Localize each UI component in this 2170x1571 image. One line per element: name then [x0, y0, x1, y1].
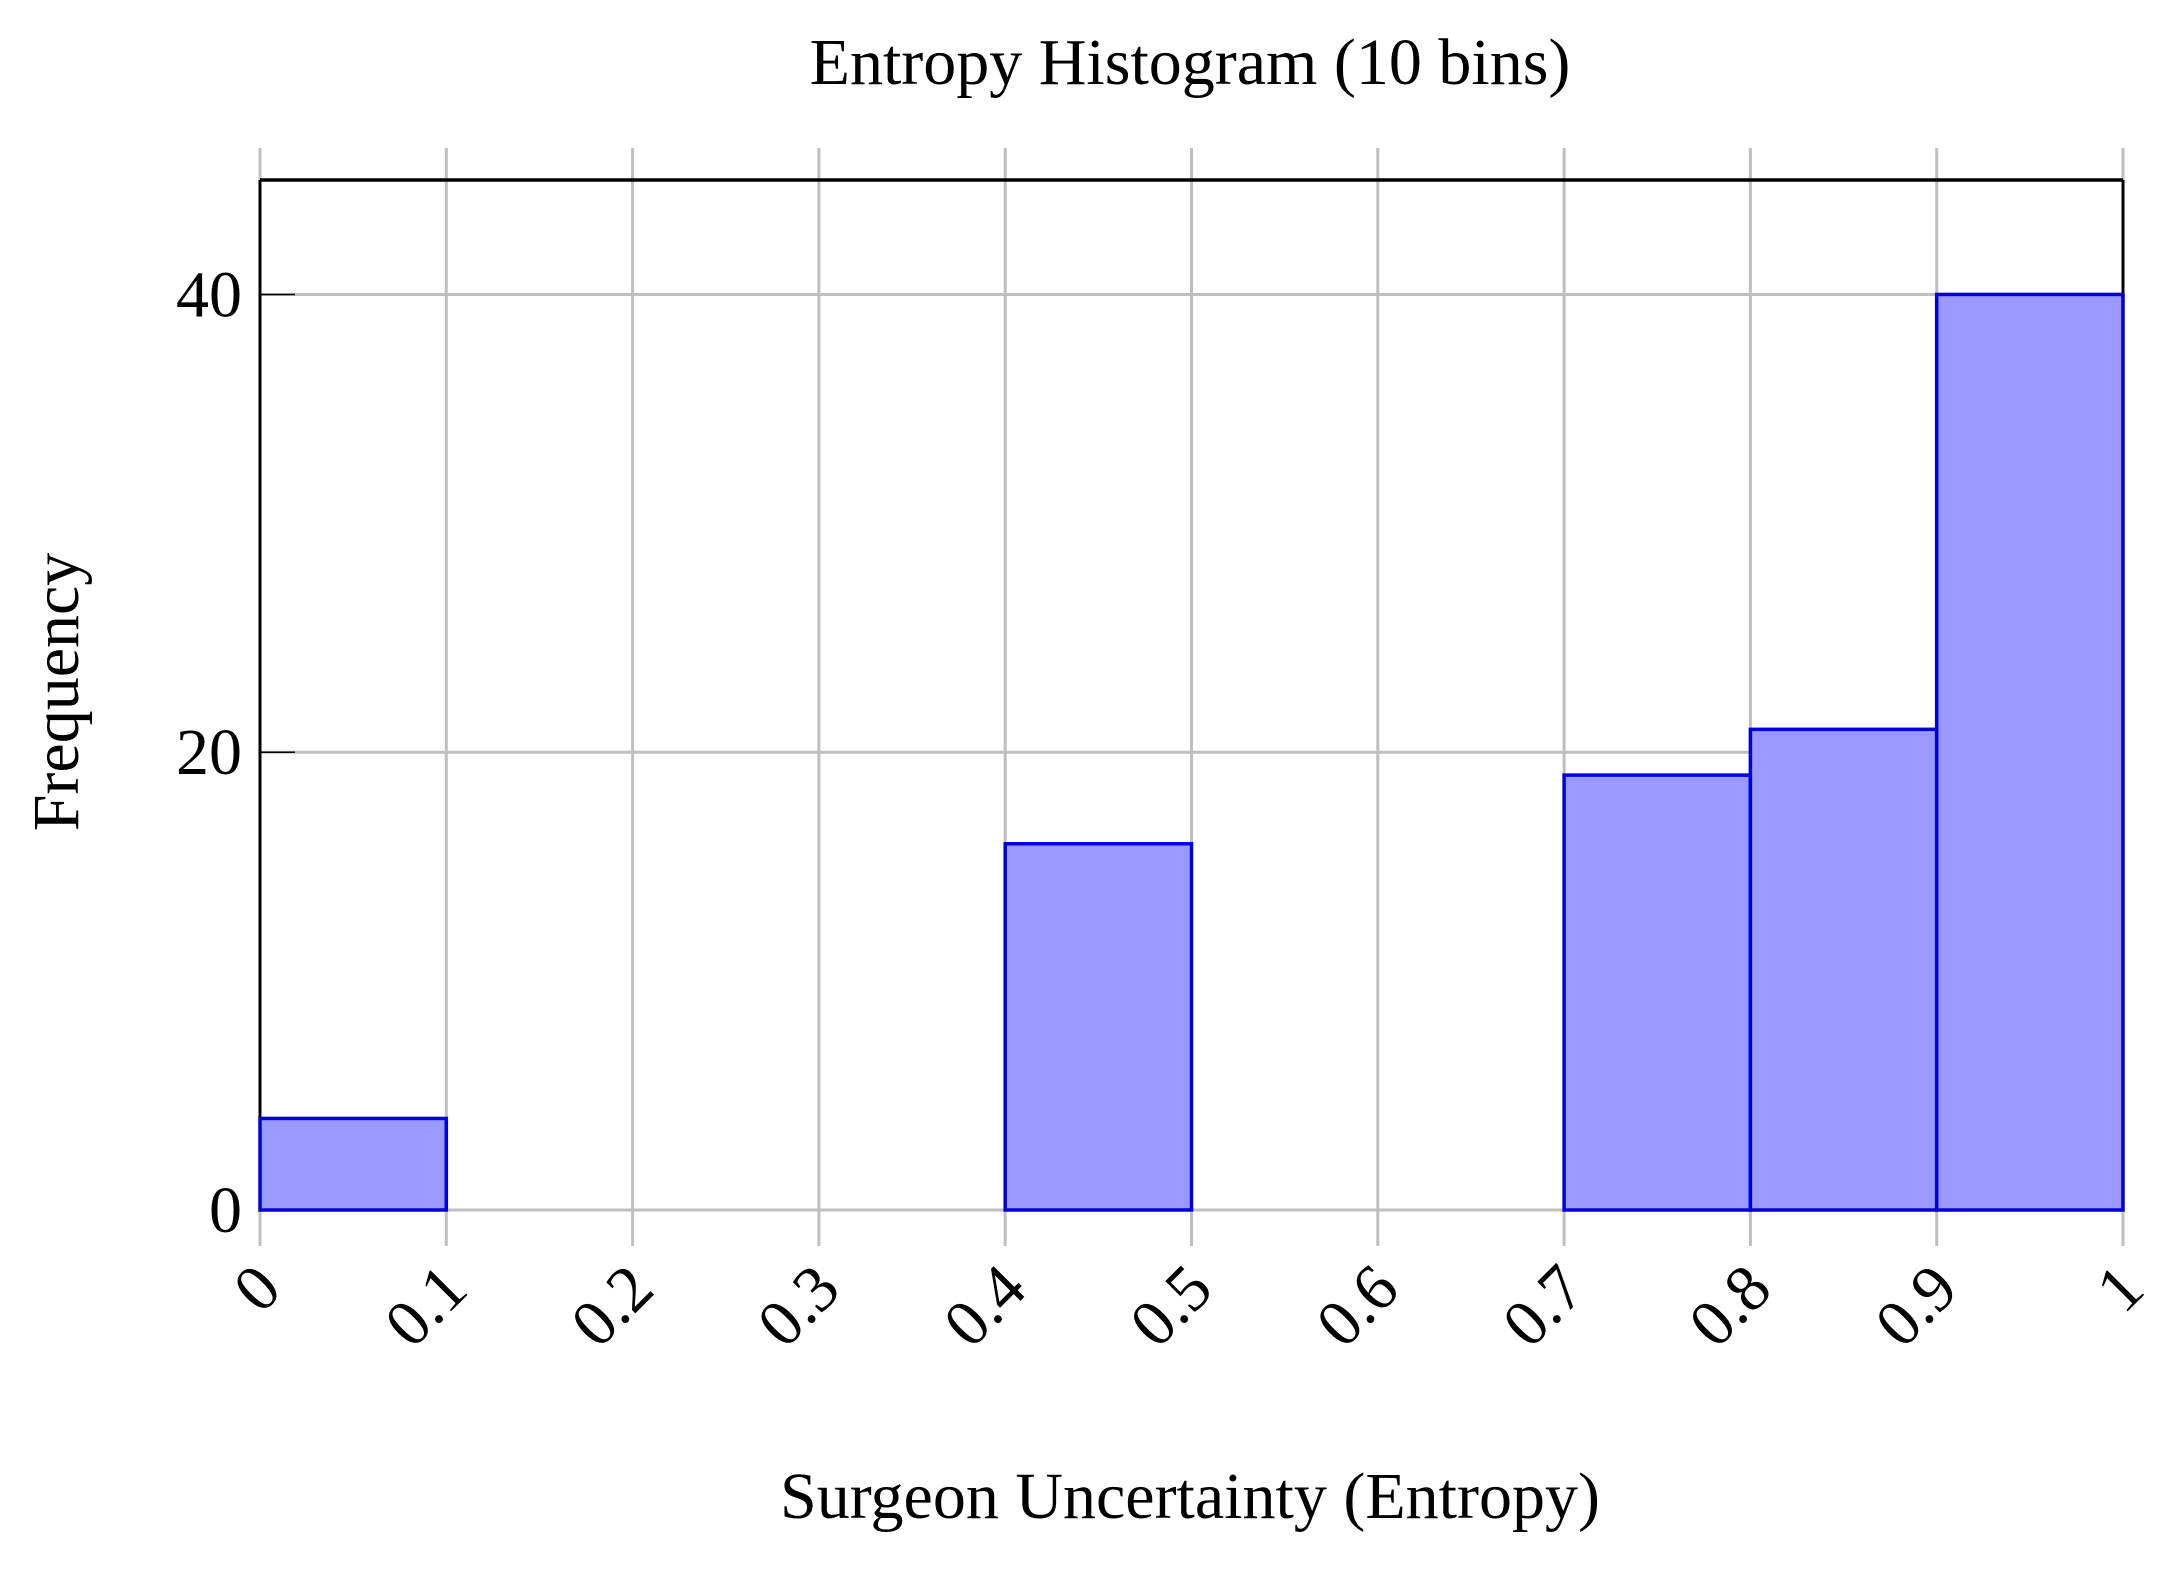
x-tick-label: 0.5: [1116, 1251, 1226, 1361]
x-axis-label: Surgeon Uncertainty (Entropy): [780, 1460, 1600, 1533]
x-tick-label: 0.7: [1489, 1251, 1599, 1361]
x-tick-label: 0.1: [371, 1251, 481, 1361]
x-tick-label: 0.8: [1675, 1251, 1785, 1361]
x-tick-label: 0: [220, 1251, 295, 1326]
y-tick-label: 20: [176, 716, 242, 789]
x-tick-label: 0.2: [557, 1251, 667, 1361]
x-tick-label: 1: [2083, 1251, 2158, 1326]
x-tick-label: 0.3: [744, 1251, 854, 1361]
y-tick-label: 0: [209, 1174, 242, 1247]
bar: [1748, 727, 1939, 1212]
x-tick-label: 0.4: [930, 1251, 1040, 1361]
bar: [1003, 842, 1194, 1212]
y-axis-label: Frequency: [20, 553, 93, 832]
x-tick-label: 0.6: [1302, 1251, 1412, 1361]
bar: [1562, 773, 1753, 1212]
bar: [1934, 292, 2125, 1212]
y-tick-label: 40: [176, 258, 242, 331]
chart-title: Entropy Histogram (10 bins): [810, 26, 1571, 99]
bar: [258, 1116, 449, 1212]
x-tick-label: 0.9: [1861, 1251, 1971, 1361]
